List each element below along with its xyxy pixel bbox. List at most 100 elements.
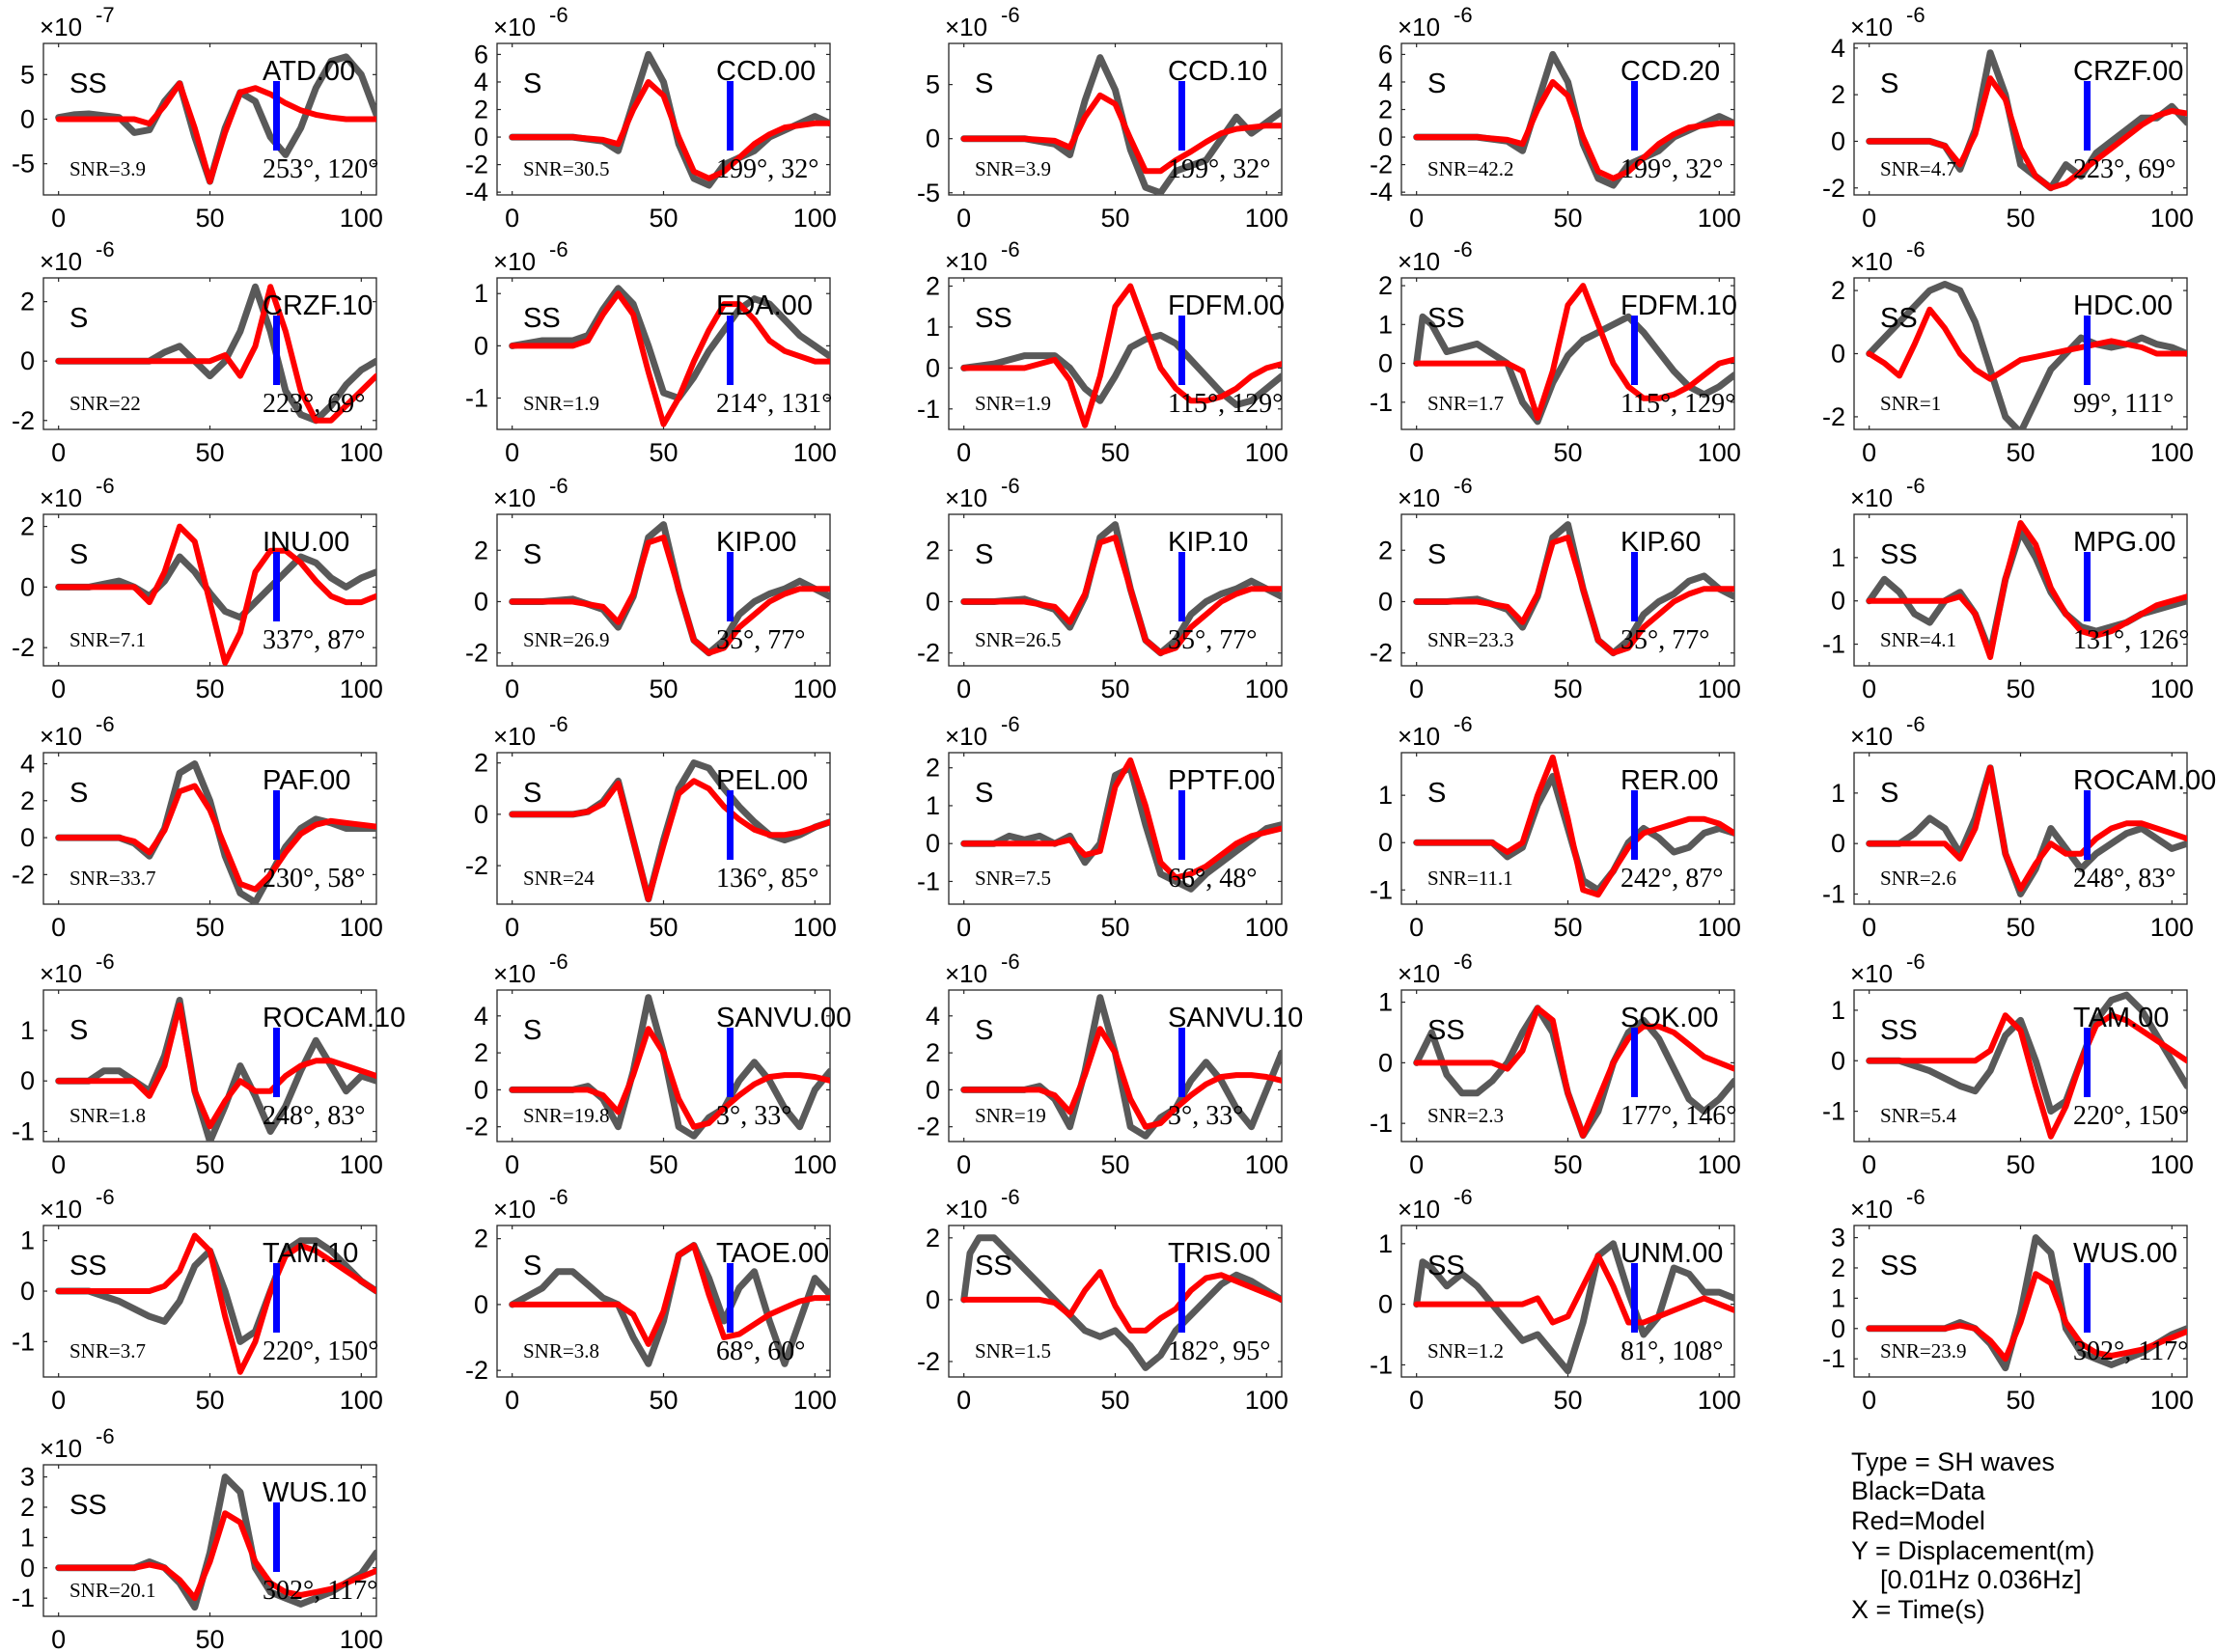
y-exponent: -6 — [1001, 1185, 1020, 1209]
y-multiplier: ×10 — [1398, 483, 1440, 512]
x-tick-label: 100 — [340, 438, 383, 467]
x-tick-label: 50 — [1100, 438, 1129, 467]
x-tick-label: 100 — [1245, 1386, 1288, 1415]
y-multiplier: ×10 — [1398, 13, 1440, 41]
subplot-rocam-10: 0 50 100 -1 0 1×10 -6 S ROCAM.10 SNR=1.8 248°, 83° — [12, 950, 405, 1179]
station-label: CCD.10 — [1168, 56, 1267, 87]
y-multiplier: ×10 — [1850, 483, 1893, 512]
y-multiplier: ×10 — [40, 247, 82, 276]
station-label: FDFM.00 — [1168, 290, 1285, 321]
phase-label: S — [523, 69, 541, 99]
y-multiplier: ×10 — [1398, 959, 1440, 988]
x-tick-label: 100 — [2150, 913, 2194, 942]
snr-label: SNR=30.5 — [523, 157, 609, 180]
y-multiplier: ×10 — [945, 1195, 987, 1224]
phase-label: SS — [1880, 1015, 1918, 1046]
station-label: FDFM.10 — [1620, 290, 1737, 321]
y-tick-label: 5 — [926, 70, 940, 99]
y-tick-label: 0 — [1831, 587, 1845, 616]
y-tick-label: 0 — [926, 353, 940, 382]
phase-label: SS — [1880, 303, 1918, 334]
x-tick-label: 50 — [649, 204, 678, 233]
note-frequency-band: [0.01Hz 0.036Hz] — [1851, 1565, 2082, 1594]
y-tick-label: 2 — [20, 512, 35, 541]
angle-label: 214°, 131° — [716, 389, 832, 419]
y-tick-label: 2 — [1378, 536, 1393, 564]
phase-label: S — [975, 539, 993, 570]
y-multiplier: ×10 — [1850, 1195, 1893, 1224]
angle-label: 182°, 95° — [1168, 1336, 1270, 1366]
note-x-axis: X = Time(s) — [1851, 1595, 1985, 1624]
subplot-sanvu-10: 0 50 100 -2 0 2 4×10 -6 S SANVU.10 SNR=19 3°, 33° — [917, 950, 1303, 1179]
phase-label: S — [1880, 778, 1898, 809]
subplot-rocam-00: 0 50 100 -1 0 1×10 -6 S ROCAM.00 SNR=2.6 248°, 83° — [1822, 712, 2216, 942]
model-trace — [509, 534, 830, 656]
y-tick-label: -2 — [12, 633, 35, 662]
y-tick-label: -1 — [1822, 880, 1845, 909]
y-tick-label: -2 — [917, 1113, 940, 1142]
x-tick-label: 100 — [1245, 204, 1288, 233]
phase-label: SS — [1427, 1251, 1465, 1281]
station-label: KIP.00 — [716, 527, 796, 558]
station-label: ROCAM.10 — [263, 1003, 405, 1033]
y-exponent: -6 — [1906, 3, 1925, 27]
x-tick-label: 100 — [793, 1386, 837, 1415]
y-tick-label: -2 — [465, 1356, 488, 1385]
model-trace — [1413, 1253, 1734, 1326]
y-exponent: -6 — [1001, 237, 1020, 262]
x-tick-label: 0 — [1409, 204, 1424, 233]
subplot-paf-00: 0 50 100 -2 0 2 4×10 -6 S PAF.00 SNR=33.7 230°, 58° — [12, 712, 383, 942]
phase-label: S — [975, 1015, 993, 1046]
x-tick-label: 50 — [649, 1386, 678, 1415]
angle-label: 115°, 129° — [1620, 389, 1735, 419]
y-tick-label: -4 — [465, 178, 488, 206]
model-trace — [55, 1510, 376, 1602]
y-tick-label: 2 — [926, 1038, 940, 1067]
y-tick-label: 0 — [474, 331, 488, 360]
model-trace — [1866, 520, 2187, 660]
snr-label: SNR=5.4 — [1880, 1104, 1956, 1127]
phase-label: SS — [523, 303, 561, 334]
x-tick-label: 0 — [505, 1386, 519, 1415]
y-exponent: -6 — [1906, 712, 1925, 736]
y-tick-label: 2 — [20, 288, 35, 317]
subplot-sok-00: 0 50 100 -1 0 1×10 -6 SS SOK.00 SNR=2.3 177°, 146° — [1370, 950, 1741, 1179]
y-exponent: -6 — [1906, 474, 1925, 498]
subplot-inu-00: 0 50 100 -2 0 2×10 -6 S INU.00 SNR=7.1 337°, 87° — [12, 474, 383, 703]
y-tick-label: -1 — [1822, 1344, 1845, 1373]
y-tick-label: -1 — [1370, 1109, 1393, 1138]
phase-label: SS — [1880, 539, 1918, 570]
x-tick-label: 0 — [505, 913, 519, 942]
model-trace — [1866, 764, 2187, 893]
station-label: SANVU.10 — [1168, 1003, 1303, 1033]
station-label: PEL.00 — [716, 765, 808, 796]
snr-label: SNR=23.3 — [1427, 628, 1513, 651]
y-multiplier: ×10 — [40, 1195, 82, 1224]
x-tick-label: 100 — [793, 204, 837, 233]
y-tick-label: 1 — [1831, 996, 1845, 1025]
subplot-tris-00: 0 50 100 -2 0 2×10 -6 SS TRIS.00 SNR=1.5 182°, 95° — [917, 1185, 1288, 1415]
x-tick-label: 0 — [51, 438, 66, 467]
x-tick-label: 100 — [1245, 1150, 1288, 1179]
station-label: SOK.00 — [1620, 1003, 1719, 1033]
y-tick-label: 1 — [20, 1523, 35, 1552]
model-trace — [55, 523, 376, 666]
x-tick-label: 100 — [793, 913, 837, 942]
y-tick-label: 2 — [926, 271, 940, 300]
model-trace — [1413, 1005, 1734, 1139]
station-label: TRIS.00 — [1168, 1238, 1270, 1269]
snr-label: SNR=3.8 — [523, 1339, 599, 1363]
angle-label: 131°, 126° — [2073, 625, 2189, 655]
x-tick-label: 100 — [1698, 1150, 1741, 1179]
y-multiplier: ×10 — [1850, 959, 1893, 988]
model-trace — [960, 92, 1282, 175]
y-exponent: -6 — [1001, 3, 1020, 27]
y-multiplier: ×10 — [1850, 247, 1893, 276]
station-label: WUS.00 — [2073, 1238, 2177, 1269]
snr-label: SNR=1.7 — [1427, 392, 1504, 415]
y-tick-label: 4 — [1378, 68, 1393, 96]
y-tick-label: 4 — [474, 68, 488, 96]
angle-label: 248°, 83° — [2073, 864, 2175, 894]
x-tick-label: 0 — [1862, 675, 1876, 703]
